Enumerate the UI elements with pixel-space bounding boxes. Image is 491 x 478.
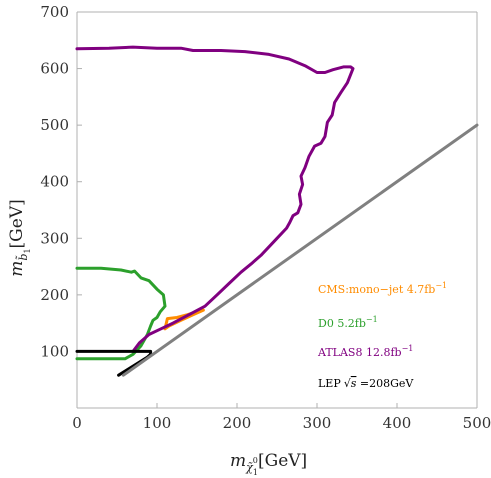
legend-lep: LEP √s =208GeV: [318, 377, 414, 390]
y-tick-label: 700: [40, 3, 69, 21]
legend: CMS:mono−jet 4.7fb−1 D0 5.2fb−1 ATLAS8 1…: [317, 281, 447, 390]
y-axis-label-unit: [GeV]: [7, 199, 27, 248]
y-tick-label: 200: [40, 286, 69, 304]
x-axis-label-sub: χ̃: [245, 461, 254, 474]
plot-frame: [76, 11, 478, 409]
x-axis-label-subsub: 1: [253, 468, 258, 477]
axis-ticks: 0 100 200 300 400 500 100 200 300 400 500 600 700: [40, 3, 491, 432]
x-tick-label: 300: [303, 414, 332, 432]
x-tick-label: 100: [143, 414, 172, 432]
y-axis-label-sub: b̃: [16, 254, 30, 261]
legend-d0-name: D0 5.2fb: [318, 317, 366, 330]
legend-atlas-sup: −1: [402, 344, 414, 353]
legend-atlas: ATLAS8 12.8fb−1: [317, 344, 413, 359]
y-tick-label: 600: [40, 60, 69, 78]
y-axis-label-main: m: [7, 261, 27, 277]
legend-lep-sqrt-sign: √: [344, 377, 352, 390]
cms-monojet-contour: [163, 308, 205, 331]
x-tick-label: 400: [383, 414, 412, 432]
y-axis-label-subsub: 1: [23, 248, 32, 253]
legend-lep-name: LEP: [318, 377, 341, 390]
legend-cms: CMS:mono−jet 4.7fb−1: [318, 281, 447, 296]
d0-contour: [75, 266, 167, 361]
legend-atlas-name: ATLAS8 12.8fb: [317, 346, 402, 359]
y-tick-label: 500: [40, 116, 69, 134]
x-tick-label: 200: [223, 414, 252, 432]
legend-lep-tail: =208GeV: [356, 377, 414, 390]
atlas8-contour: [75, 45, 355, 353]
legend-cms-name: CMS:mono−jet 4.7fb: [318, 283, 435, 296]
x-axis-label-main: m: [230, 451, 246, 471]
legend-lep-sqrt-arg: s: [351, 377, 357, 390]
y-tick-label: 300: [40, 229, 69, 247]
kinematic-line: [121, 123, 479, 377]
y-tick-label: 400: [40, 173, 69, 191]
legend-cms-sup: −1: [435, 281, 447, 290]
x-axis-label: mχ̃0 1[GeV]: [230, 451, 307, 477]
y-axis-label: mb̃1[GeV]: [7, 199, 32, 276]
legend-d0-sup: −1: [366, 315, 378, 324]
x-axis-label-unit: [GeV]: [258, 451, 307, 471]
x-tick-label: 0: [72, 414, 82, 432]
x-axis-label-subsup: 0: [253, 456, 258, 465]
x-tick-label: 500: [463, 414, 491, 432]
y-tick-label: 100: [40, 342, 69, 360]
legend-d0: D0 5.2fb−1: [318, 315, 378, 330]
series-layer: [75, 45, 479, 377]
